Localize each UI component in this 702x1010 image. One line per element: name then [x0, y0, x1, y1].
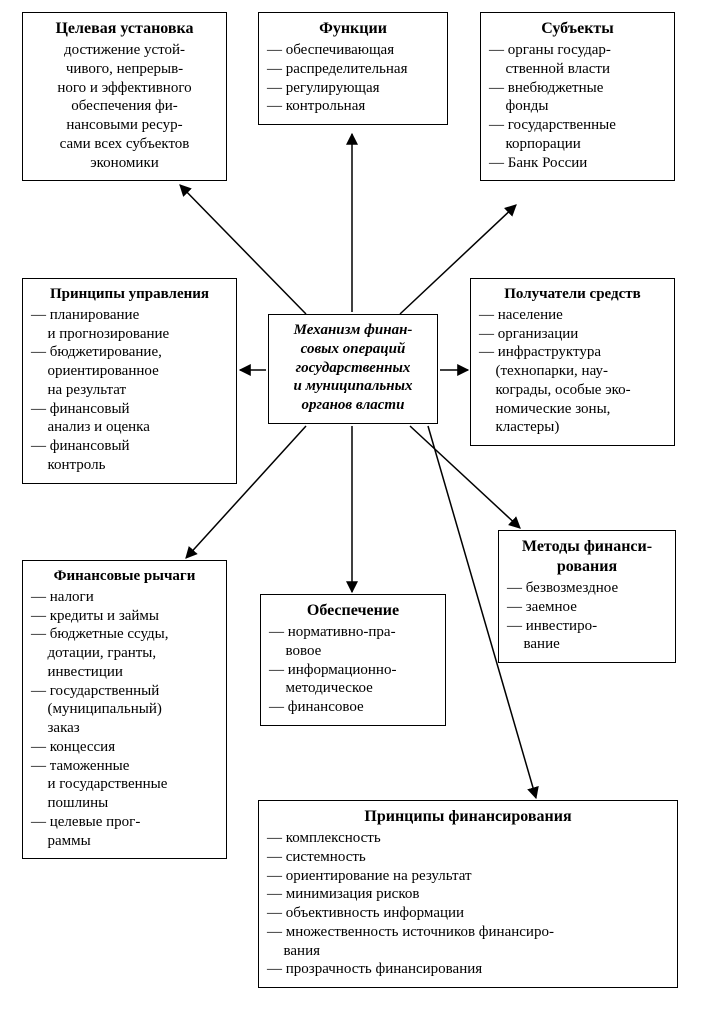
list-item: системность [267, 848, 669, 867]
list-item: кредиты и займы [31, 607, 218, 626]
box-fin-principles-list: комплексность системность ориентирование… [267, 829, 669, 979]
list-item: комплексность [267, 829, 669, 848]
list-item: таможенныеи государственныепошлины [31, 757, 218, 813]
list-item: объективность информации [267, 904, 669, 923]
center-line-4: органов власти [277, 396, 429, 415]
list-item: обеспечивающая [267, 41, 439, 60]
list-item: финансовыйконтроль [31, 437, 228, 475]
box-fin-principles-title: Принципы финансирования [267, 807, 669, 827]
box-subjects: Субъекты органы государ-ственной власти … [480, 12, 675, 181]
list-item: распределительная [267, 60, 439, 79]
list-item: бюджетирование,ориентированноена результ… [31, 343, 228, 399]
box-functions-title: Функции [267, 19, 439, 39]
box-subjects-list: органы государ-ственной власти внебюджет… [489, 41, 666, 172]
list-item: планированиеи прогнозирование [31, 306, 228, 344]
box-fin-principles: Принципы финансирования комплексность си… [258, 800, 678, 988]
center-line-0: Механизм финан- [277, 321, 429, 340]
box-levers-list: налоги кредиты и займы бюджетные ссуды,д… [31, 588, 218, 851]
box-subjects-title: Субъекты [489, 19, 666, 39]
box-methods: Методы финанси-рования безвозмездное зае… [498, 530, 676, 663]
box-mgmt-title: Принципы управления [31, 285, 228, 304]
box-functions-list: обеспечивающая распределительная регулир… [267, 41, 439, 116]
list-item: налоги [31, 588, 218, 607]
list-item: безвозмездное [507, 579, 667, 598]
center-box: Механизм финан- совых операций государст… [268, 314, 438, 424]
list-item: внебюджетныефонды [489, 79, 666, 117]
box-methods-list: безвозмездное заемное инвестиро-вание [507, 579, 667, 654]
box-goal-title: Целевая установка [31, 19, 218, 39]
list-item: нормативно-пра-вовое [269, 623, 437, 661]
list-item: инвестиро-вание [507, 617, 667, 655]
list-item: информационно-методическое [269, 661, 437, 699]
center-line-2: государственных [277, 359, 429, 378]
box-goal-text: достижение устой-чивого, непрерыв-ного и… [31, 41, 218, 172]
list-item: организации [479, 325, 666, 344]
list-item: прозрачность финансирования [267, 960, 669, 979]
list-item: концессия [31, 738, 218, 757]
list-item: органы государ-ственной власти [489, 41, 666, 79]
list-item: минимизация рисков [267, 885, 669, 904]
list-item: бюджетные ссуды,дотации, гранты,инвестиц… [31, 625, 218, 681]
list-item: контрольная [267, 97, 439, 116]
box-recipients-title: Получатели средств [479, 285, 666, 304]
box-methods-title: Методы финанси-рования [507, 537, 667, 577]
box-recipients: Получатели средств население организации… [470, 278, 675, 446]
box-provision-list: нормативно-пра-вовое информационно-метод… [269, 623, 437, 717]
box-levers: Финансовые рычаги налоги кредиты и займы… [22, 560, 227, 859]
list-item: ориентирование на результат [267, 867, 669, 886]
list-item: финансовое [269, 698, 437, 717]
list-item: целевые прог-раммы [31, 813, 218, 851]
list-item: финансовыйанализ и оценка [31, 400, 228, 438]
list-item: множественность источников финансиро-ван… [267, 923, 669, 961]
list-item: государственныекорпорации [489, 116, 666, 154]
list-item: Банк России [489, 154, 666, 173]
box-levers-title: Финансовые рычаги [31, 567, 218, 586]
list-item: регулирующая [267, 79, 439, 98]
center-line-1: совых операций [277, 340, 429, 359]
list-item: инфраструктура(технопарки, нау-кограды, … [479, 343, 666, 437]
box-recipients-list: население организации инфраструктура(тех… [479, 306, 666, 437]
list-item: государственный(муниципальный)заказ [31, 682, 218, 738]
list-item: население [479, 306, 666, 325]
box-mgmt: Принципы управления планированиеи прогно… [22, 278, 237, 484]
box-provision: Обеспечение нормативно-пра-вовое информа… [260, 594, 446, 726]
box-goal: Целевая установка достижение устой-чивог… [22, 12, 227, 181]
box-provision-title: Обеспечение [269, 601, 437, 621]
center-line-3: и муниципальных [277, 377, 429, 396]
box-functions: Функции обеспечивающая распределительная… [258, 12, 448, 125]
box-mgmt-list: планированиеи прогнозирование бюджетиров… [31, 306, 228, 475]
list-item: заемное [507, 598, 667, 617]
